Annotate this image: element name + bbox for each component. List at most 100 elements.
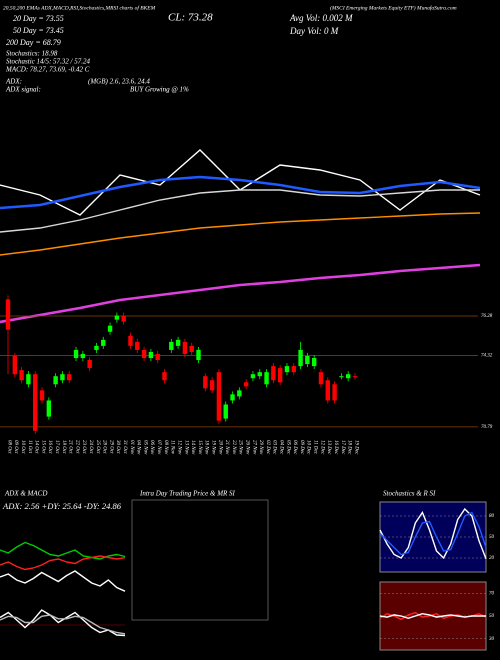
candle-body (33, 374, 38, 431)
annotation: Avg Vol: 0.002 M (289, 13, 353, 23)
annotation: 200 Day = 68.79 (6, 38, 61, 47)
candle-body (345, 374, 351, 379)
annotation: ADX: 2.56 +DY: 25.64 -DY: 24.86 (2, 501, 122, 511)
x-tick-label: 31 Oct (122, 440, 127, 454)
x-tick-label: 13 Nov (183, 440, 188, 455)
x-tick-label: 09 Dec (299, 440, 304, 455)
y-tick-label: 76.28 (481, 314, 493, 319)
x-tick-label: 03 Dec (272, 440, 277, 455)
x-tick-label: 12 Nov (176, 440, 181, 455)
line-series (0, 212, 481, 256)
candle-body (155, 353, 160, 361)
x-tick-label: 23 Oct (81, 440, 86, 454)
panel-title: ADX & MACD (4, 490, 47, 498)
candle-body (305, 356, 310, 365)
annotation: Stochastics: 18.98 (6, 50, 58, 58)
line-series (0, 263, 481, 324)
candle-body (53, 376, 58, 385)
line-series (379, 612, 486, 620)
line-series (0, 149, 481, 216)
candle-body (148, 351, 154, 359)
x-tick-label: 17 Oct (54, 440, 59, 454)
x-tick-label: 06 Nov (149, 440, 154, 455)
candle-body (5, 299, 11, 330)
line-series (0, 609, 126, 637)
line-series (0, 189, 480, 233)
y-tick-label: 50 (489, 535, 495, 540)
candle-body (175, 339, 181, 346)
chart-title: 20,50,200 EMAs ADX,MACD,RSI,Stochastics,… (3, 4, 156, 11)
x-tick-label: 13 Dec (326, 440, 331, 455)
candle-body (87, 360, 92, 369)
line-series (0, 570, 126, 592)
line-series (0, 541, 126, 560)
candle-body (203, 376, 208, 389)
x-tick-label: 19 Dec (353, 440, 358, 455)
x-tick-label: 28 Oct (102, 440, 107, 454)
x-tick-label: 26 Nov (244, 440, 249, 455)
annotation: 20 Day = 73.55 (13, 14, 64, 23)
candle-body (26, 374, 31, 385)
x-tick-label: 25 Nov (238, 440, 243, 455)
line-series (0, 614, 126, 635)
x-tick-label: 22 Nov (231, 440, 236, 455)
candle-body (39, 390, 45, 401)
x-tick-label: 19 Nov (210, 440, 215, 455)
x-tick-label: 18 Dec (347, 440, 352, 455)
candle-body (73, 349, 79, 359)
candle-body (189, 345, 194, 352)
line-series (379, 511, 487, 556)
candle-body (196, 349, 201, 361)
y-tick-label: 80 (489, 514, 495, 519)
candle-body (114, 315, 120, 320)
x-tick-label: 10 Oct (20, 440, 25, 454)
candle-body (271, 366, 276, 381)
x-tick-label: 12 Dec (319, 440, 324, 455)
annotation: Stochastic 14/5: 57.32 / 57.24 (6, 58, 90, 66)
x-tick-label: 06 Dec (292, 440, 297, 455)
x-tick-label: 16 Oct (47, 440, 52, 454)
y-tick-label: 50 (489, 614, 495, 619)
candle-body (46, 400, 52, 417)
candle-body (209, 380, 215, 391)
chart-subtitle: (MSCI Emerging Markets Equity ETF) Munaf… (330, 4, 457, 11)
x-tick-label: 08 Oct (6, 440, 11, 454)
x-tick-label: 11 Nov (170, 440, 175, 455)
panel-title: Stochastics & R SI (383, 490, 436, 498)
x-tick-label: 02 Dec (265, 440, 270, 455)
annotation: Day Vol: 0 M (289, 26, 339, 36)
annotation: ADX: (5, 78, 22, 86)
line-series (0, 175, 481, 210)
candle-body (318, 372, 324, 385)
candle-body (277, 368, 283, 383)
candle-body (121, 315, 126, 322)
x-tick-label: 05 Nov (142, 440, 147, 455)
candle-body (162, 372, 167, 381)
annotation: 50 Day = 73.45 (13, 26, 64, 35)
candle-body (135, 341, 140, 350)
x-tick-label: 21 Oct (68, 440, 73, 454)
annotation: MACD: 78.27, 73.69, -0.42 C (5, 66, 90, 74)
candle-body (12, 356, 18, 375)
x-tick-label: 18 Nov (204, 440, 209, 455)
candle-body (19, 370, 24, 381)
x-tick-label: 04 Dec (279, 440, 284, 455)
candle-body (291, 366, 296, 373)
line-series (379, 507, 487, 560)
x-tick-label: 30 Oct (115, 440, 120, 454)
annotation: (MGB) 2.6, 23.6, 24.4 (88, 78, 150, 86)
y-tick-label: 70.79 (481, 425, 493, 430)
x-tick-label: 07 Nov (156, 440, 161, 455)
candle-body (169, 341, 174, 350)
candle-body (67, 374, 72, 381)
panel-title: Intra Day Trading Price & MR SI (139, 490, 236, 498)
x-tick-label: 09 Oct (13, 440, 18, 454)
x-tick-label: 24 Oct (88, 440, 93, 454)
x-tick-label: 17 Dec (340, 440, 345, 455)
x-tick-label: 04 Nov (136, 440, 141, 455)
candle-body (339, 376, 344, 378)
annotation: CL: 73.28 (168, 12, 213, 24)
x-tick-label: 14 Nov (190, 440, 195, 455)
